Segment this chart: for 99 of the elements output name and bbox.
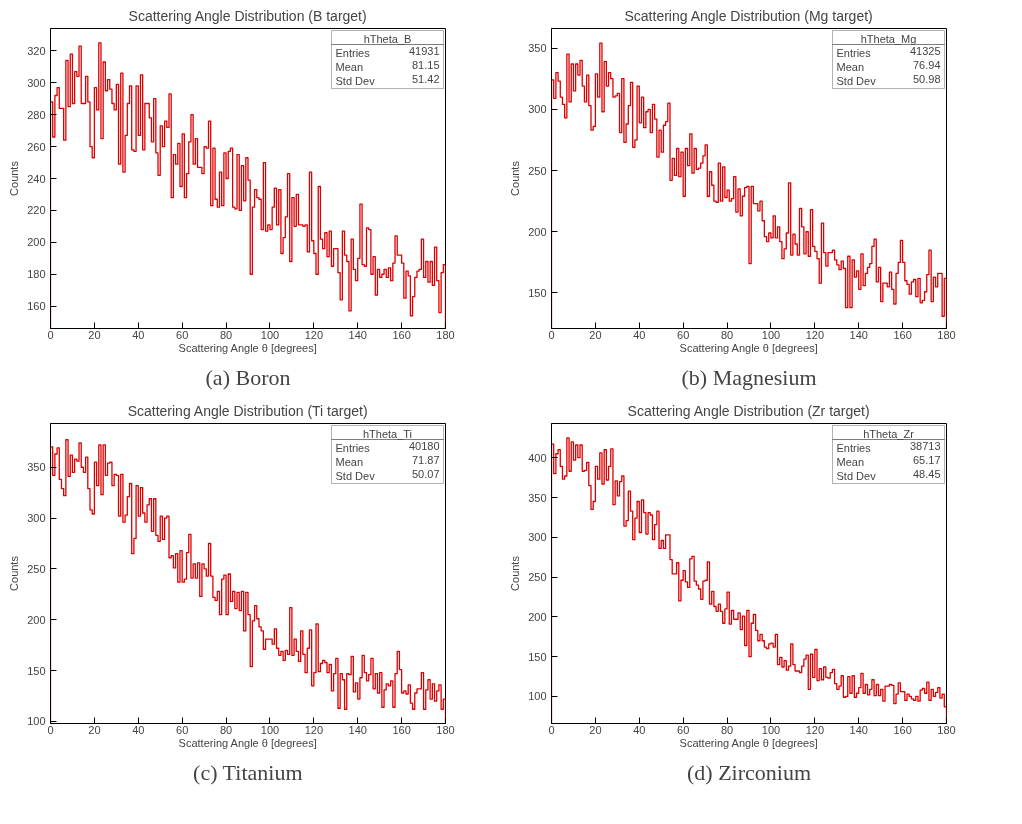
text: Std Dev 51.42	[335, 72, 440, 87]
text: Entries 41931	[335, 44, 440, 59]
text: Mean 71.87	[335, 453, 440, 468]
x-tick-label: 0	[548, 723, 555, 736]
x-tick-label: 140	[348, 328, 367, 341]
x-tick-label: 180	[937, 328, 956, 341]
y-tick-label: 350	[27, 461, 46, 474]
annotation: hTheta_B	[363, 32, 412, 45]
x-tick-label: 100	[260, 328, 280, 341]
chart-title: Scattering Angle Distribution (Zr target)	[627, 402, 870, 419]
y-tick-label: 200	[528, 610, 547, 623]
x-tick-label: 60	[677, 723, 690, 736]
annotation: hTheta_Ti	[362, 427, 413, 440]
y-tick-label: 200	[27, 236, 46, 249]
x-tick-label: 140	[849, 723, 868, 736]
annotation: hTheta_Zr	[863, 427, 915, 440]
x-tick-label: 0	[47, 328, 54, 341]
y-tick-label: 250	[27, 562, 46, 575]
text: Mean 76.94	[836, 58, 941, 73]
y-tick-label: 200	[27, 613, 46, 626]
chart-title: Scattering Angle Distribution (Mg target)	[624, 7, 873, 24]
y-tick-label: 220	[27, 204, 46, 217]
y-axis-title: Counts	[8, 555, 21, 591]
annotation: hTheta_Mg	[860, 32, 917, 45]
x-tick-label: 120	[805, 328, 825, 341]
text: Entries 41325	[836, 44, 941, 59]
text: (b) Magnesium	[681, 364, 817, 390]
x-axis-title: Scattering Angle θ [degrees]	[679, 341, 818, 354]
x-tick-label: 180	[937, 723, 956, 736]
x-axis-title: Scattering Angle θ [degrees]	[679, 736, 818, 749]
y-tick-label: 160	[27, 300, 46, 313]
y-tick-label: 180	[27, 268, 46, 281]
x-tick-label: 20	[88, 328, 101, 341]
y-tick-label: 300	[27, 76, 46, 89]
chart-title: Scattering Angle Distribution (Ti target)	[127, 402, 368, 419]
x-tick-label: 100	[761, 723, 781, 736]
text: Std Dev 48.45	[836, 467, 941, 482]
text: Entries 38713	[836, 439, 941, 454]
x-tick-label: 20	[88, 723, 101, 736]
text: Entries 40180	[335, 439, 440, 454]
y-tick-label: 200	[528, 225, 547, 238]
y-tick-label: 350	[528, 491, 547, 504]
text: (c) Titanium	[193, 759, 303, 785]
y-tick-label: 250	[528, 571, 547, 584]
x-tick-label: 20	[589, 723, 602, 736]
x-tick-label: 40	[132, 723, 145, 736]
x-tick-label: 80	[219, 723, 233, 736]
x-tick-label: 180	[436, 723, 455, 736]
text: Std Dev 50.98	[836, 72, 941, 87]
chart-title: Scattering Angle Distribution (B target)	[128, 7, 367, 24]
x-tick-label: 60	[176, 723, 189, 736]
y-tick-label: 320	[27, 44, 46, 57]
x-tick-label: 120	[304, 328, 324, 341]
y-axis-title: Counts	[509, 160, 522, 196]
x-tick-label: 140	[348, 723, 367, 736]
y-tick-label: 100	[528, 690, 547, 703]
x-tick-label: 180	[436, 328, 455, 341]
y-tick-label: 250	[528, 164, 547, 177]
x-tick-label: 80	[219, 328, 233, 341]
x-axis-title: Scattering Angle θ [degrees]	[178, 341, 317, 354]
x-tick-label: 120	[805, 723, 825, 736]
x-tick-label: 160	[392, 723, 411, 736]
y-tick-label: 150	[528, 650, 547, 663]
y-tick-label: 150	[528, 286, 547, 299]
x-tick-label: 160	[893, 723, 912, 736]
y-tick-label: 300	[528, 103, 547, 116]
y-axis-title: Counts	[509, 555, 522, 591]
x-tick-label: 0	[47, 723, 54, 736]
y-tick-label: 260	[27, 140, 46, 153]
x-tick-label: 40	[633, 723, 646, 736]
x-tick-label: 40	[633, 328, 646, 341]
y-axis-title: Counts	[8, 160, 21, 196]
y-tick-label: 400	[528, 451, 547, 464]
y-tick-label: 300	[27, 512, 46, 525]
x-tick-label: 40	[132, 328, 145, 341]
y-tick-label: 280	[27, 108, 46, 121]
x-tick-label: 60	[176, 328, 189, 341]
text: Mean 81.15	[335, 58, 440, 73]
text: Std Dev 50.07	[335, 467, 440, 482]
x-tick-label: 160	[392, 328, 411, 341]
y-tick-label: 150	[27, 664, 46, 677]
x-tick-label: 160	[893, 328, 912, 341]
x-tick-label: 0	[548, 328, 555, 341]
x-tick-label: 100	[761, 328, 781, 341]
y-tick-label: 240	[27, 172, 46, 185]
x-tick-label: 100	[260, 723, 280, 736]
x-tick-label: 80	[720, 723, 734, 736]
x-tick-label: 60	[677, 328, 690, 341]
y-tick-label: 350	[528, 42, 547, 55]
y-tick-label: 300	[528, 531, 547, 544]
text: Mean 65.17	[836, 453, 941, 468]
x-axis-title: Scattering Angle θ [degrees]	[178, 736, 317, 749]
y-tick-label: 100	[27, 715, 46, 728]
x-tick-label: 20	[589, 328, 602, 341]
x-tick-label: 80	[720, 328, 734, 341]
text: (a) Boron	[205, 364, 291, 390]
x-tick-label: 120	[304, 723, 324, 736]
x-tick-label: 140	[849, 328, 868, 341]
text: (d) Zirconium	[686, 759, 812, 785]
